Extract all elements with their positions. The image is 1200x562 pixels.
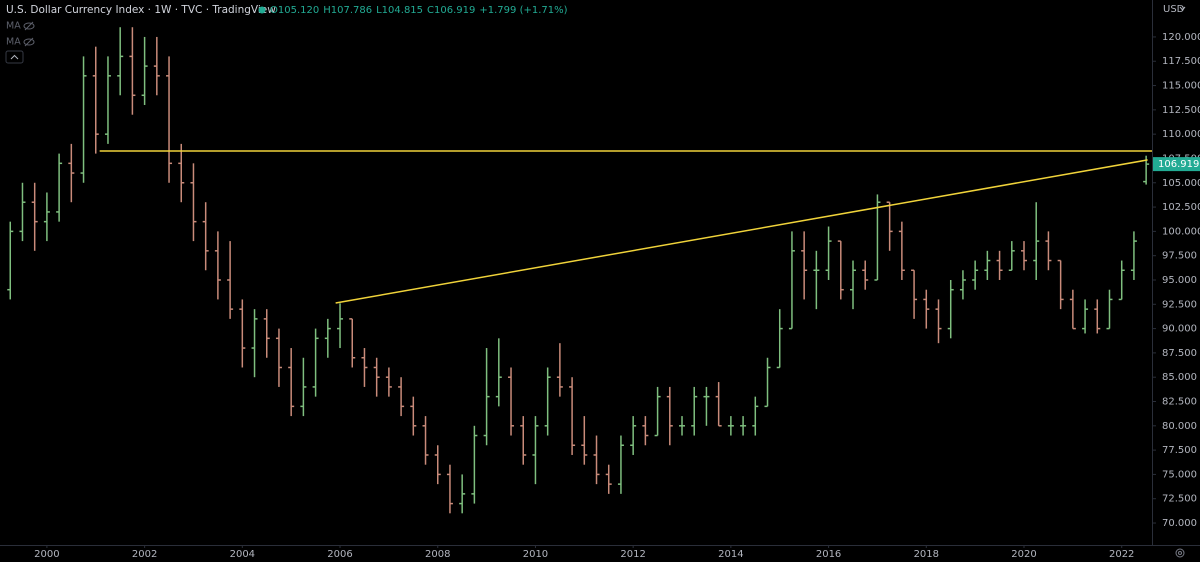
- x-tick-label: 2006: [327, 549, 352, 560]
- x-tick-label: 2020: [1011, 549, 1036, 560]
- y-tick-label: 110.000: [1162, 129, 1200, 140]
- market-status-dot: [258, 6, 266, 14]
- last-price-tag: [1153, 157, 1200, 172]
- y-tick-label: 82.500: [1162, 397, 1197, 408]
- y-tick-label: 95.000: [1162, 275, 1197, 286]
- chart-title: U.S. Dollar Currency Index · 1W · TVC · …: [6, 4, 276, 16]
- x-tick-label: 2000: [34, 549, 59, 560]
- last-price-label: 106.919: [1158, 159, 1199, 170]
- y-tick-label: 92.500: [1162, 299, 1197, 310]
- y-tick-label: 112.500: [1162, 105, 1200, 116]
- visibility-icon[interactable]: [23, 37, 35, 47]
- y-tick-label: 80.000: [1162, 421, 1197, 432]
- y-tick-label: 100.000: [1162, 226, 1200, 237]
- ohlc-value: C106.919: [427, 5, 475, 16]
- y-tick-label: 70.000: [1162, 518, 1197, 529]
- x-tick-label: 2022: [1109, 549, 1134, 560]
- x-tick-label: 2010: [523, 549, 548, 560]
- y-tick-label: 85.000: [1162, 372, 1197, 383]
- indicator-label: MA: [6, 37, 21, 48]
- y-tick-label: 77.500: [1162, 445, 1197, 456]
- x-tick-label: 2002: [132, 549, 157, 560]
- ohlc-value: L104.815: [376, 5, 423, 16]
- x-tick-label: 2016: [816, 549, 841, 560]
- ohlc-value: +1.799 (+1.71%): [479, 5, 567, 16]
- y-tick-label: 75.000: [1162, 469, 1197, 480]
- settings-icon[interactable]: [1175, 548, 1185, 558]
- indicator-label: MA: [6, 21, 21, 32]
- x-tick-label: 2018: [914, 549, 939, 560]
- y-tick-label: 90.000: [1162, 324, 1197, 335]
- y-tick-label: 102.500: [1162, 202, 1200, 213]
- y-tick-label: 115.000: [1162, 81, 1200, 92]
- trend-line: [335, 159, 1148, 304]
- y-tick-label: 87.500: [1162, 348, 1197, 359]
- y-tick-label: 105.000: [1162, 178, 1200, 189]
- currency-dropdown-arrow[interactable]: [1179, 6, 1186, 11]
- x-tick-label: 2012: [620, 549, 645, 560]
- x-tick-label: 2004: [230, 549, 255, 560]
- plot-area: [7, 27, 1152, 514]
- ohlc-value: O105.120: [270, 5, 319, 16]
- currency-label[interactable]: USD: [1163, 4, 1185, 15]
- y-tick-label: 97.500: [1162, 251, 1197, 262]
- x-tick-label: 2008: [425, 549, 450, 560]
- collapse-button[interactable]: [5, 50, 24, 64]
- ohlc-legend: O105.120 H107.786 L104.815 C106.919 +1.799 (…: [270, 5, 568, 16]
- y-tick-label: 72.500: [1162, 494, 1197, 505]
- y-tick-label: 120.000: [1162, 32, 1200, 43]
- ohlc-value: H107.786: [323, 5, 372, 16]
- y-tick-label: 117.500: [1162, 56, 1200, 67]
- x-tick-label: 2014: [718, 549, 743, 560]
- visibility-icon[interactable]: [23, 21, 35, 31]
